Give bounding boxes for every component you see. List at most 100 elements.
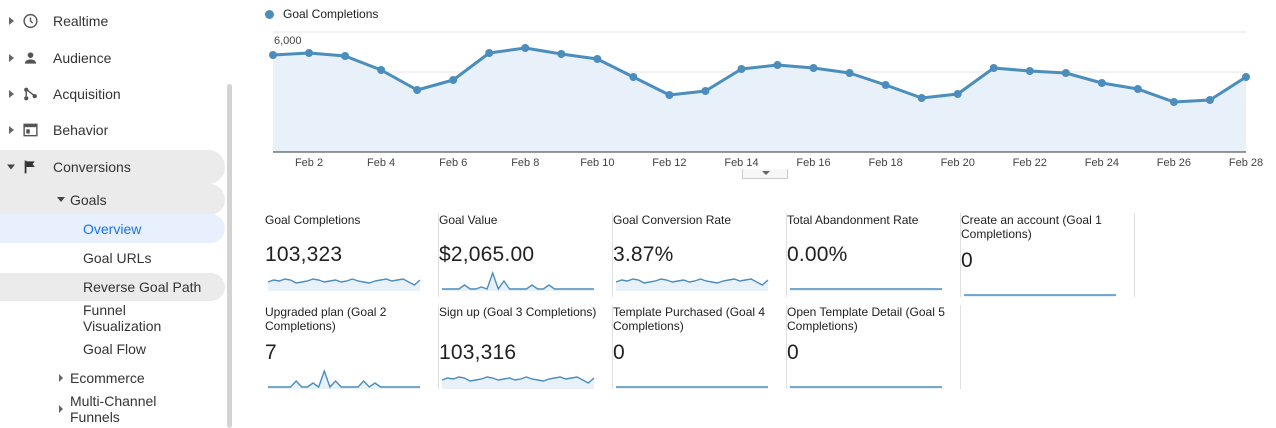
chevron-right-icon — [9, 90, 14, 98]
scorecard-title: Template Purchased (Goal 4 Completions) — [613, 305, 766, 333]
data-point — [737, 65, 746, 73]
person-icon — [24, 52, 37, 64]
scorecard-value: 103,323 — [265, 243, 343, 266]
scorecard-value: 0 — [787, 341, 799, 364]
sidebar-item-label: Behavior — [53, 122, 109, 138]
sidebar-item-overview[interactable]: Overview — [83, 221, 142, 237]
sparkline-area — [442, 377, 594, 389]
scorecard-title: Goal Completions — [265, 213, 361, 227]
scorecard[interactable]: Upgraded plan (Goal 2 Completions) 7 — [265, 305, 439, 389]
sparkline — [268, 368, 420, 389]
data-point — [1242, 73, 1250, 81]
chevron-down-icon — [57, 197, 65, 202]
goals-selected-bg — [0, 184, 225, 215]
data-point — [989, 64, 998, 72]
data-point — [557, 50, 566, 58]
data-point — [701, 87, 710, 95]
sparkline — [616, 386, 768, 389]
x-tick-label: Feb 10 — [580, 157, 614, 169]
data-point — [1205, 96, 1214, 104]
sidebar-item-goal-urls[interactable]: Goal URLs — [83, 250, 152, 266]
chart-collapse-toggle[interactable] — [742, 169, 788, 179]
sparkline-line — [615, 278, 769, 286]
sidebar-item-realtime[interactable]: Realtime — [0, 3, 225, 39]
series-line — [272, 46, 1247, 104]
scorecard-divider — [786, 305, 787, 389]
conversions-selected-bg — [0, 150, 225, 184]
x-tick-label: Feb 16 — [796, 157, 830, 169]
sidebar-item-behavior[interactable]: Behavior — [0, 112, 225, 148]
scorecard[interactable]: Goal Value $2,065.00 — [439, 213, 613, 297]
x-tick-label: Feb 12 — [652, 157, 686, 169]
sidebar-item-reverse-goal-path[interactable]: Reverse Goal Path — [83, 279, 202, 295]
scorecard-value: 103,316 — [439, 341, 517, 364]
scorecard[interactable]: Goal Conversion Rate 3.87% — [613, 213, 787, 297]
scorecard-divider — [786, 213, 787, 297]
x-tick-label: Feb 26 — [1157, 157, 1191, 169]
data-point — [1061, 69, 1070, 77]
x-tick-label: Feb 2 — [295, 157, 323, 169]
sidebar-item-acquisition[interactable]: Acquisition — [0, 76, 225, 112]
scorecard-value: 0.00% — [787, 243, 848, 266]
scorecard-title: Goal Value — [439, 213, 498, 227]
scorecard[interactable]: Sign up (Goal 3 Completions) 103,316 — [439, 305, 613, 389]
scorecard-title: Upgraded plan (Goal 2 Completions) — [265, 305, 387, 333]
goals-label: Goals — [70, 192, 107, 208]
legend-label: Goal Completions — [283, 7, 379, 21]
data-point — [593, 55, 602, 63]
x-tick-label: Feb 18 — [869, 157, 903, 169]
scorecard[interactable]: Goal Completions 103,323 — [265, 213, 439, 297]
sparkline-area — [616, 279, 768, 291]
sidebar-item-funnel-visualization[interactable]: Funnel Visualization — [83, 302, 162, 334]
scorecard[interactable]: Create an account (Goal 1 Completions) 0 — [961, 213, 1135, 297]
sidebar-item-audience[interactable]: Audience — [0, 40, 225, 76]
sparkline-area — [268, 279, 420, 291]
sidebar-item-goal-flow[interactable]: Goal Flow — [83, 341, 147, 357]
legend-dot — [265, 9, 274, 19]
chevron-right-icon — [9, 17, 14, 25]
chart-legend: Goal Completions — [265, 6, 378, 22]
data-point — [953, 90, 962, 98]
scorecard[interactable]: Open Template Detail (Goal 5 Completions… — [787, 305, 961, 389]
sparkline-line — [267, 278, 421, 286]
sidebar-item-label: Conversions — [53, 159, 131, 175]
sidebar-item-label: Audience — [53, 50, 112, 66]
scorecard-value: 0 — [613, 341, 625, 364]
data-point — [917, 94, 926, 102]
sparkline — [615, 278, 769, 291]
chevron-right-icon — [9, 126, 14, 134]
data-point — [629, 73, 638, 81]
acquisition-icon — [24, 87, 37, 101]
data-point — [269, 51, 277, 59]
scorecard[interactable]: Template Purchased (Goal 4 Completions) 0 — [613, 305, 787, 389]
sidebar-item-label: Realtime — [53, 13, 109, 29]
scorecard-value: 0 — [961, 249, 973, 272]
data-point — [773, 61, 782, 69]
sidebar-scrollbar[interactable] — [227, 84, 232, 428]
scorecard-divider — [438, 213, 439, 297]
scorecard-divider — [612, 305, 613, 389]
sparkline-line — [442, 270, 594, 291]
scorecard-divider — [1134, 213, 1135, 297]
sparkline-line — [268, 368, 420, 389]
sparkline — [964, 294, 1116, 297]
x-tick-label: Feb 24 — [1085, 157, 1119, 169]
flag-icon — [24, 160, 35, 174]
behavior-icon — [23, 123, 38, 137]
x-tick-label: Feb 14 — [724, 157, 758, 169]
scorecard[interactable]: Total Abandonment Rate 0.00% — [787, 213, 961, 297]
sparkline — [790, 386, 942, 389]
scorecard-value: 3.87% — [613, 243, 674, 266]
sidebar-item-conversions[interactable]: Conversions — [0, 149, 225, 185]
chevron-right-icon — [59, 405, 63, 413]
scorecard-divider — [612, 213, 613, 297]
data-point — [1133, 85, 1142, 93]
x-tick-label: Feb 6 — [439, 157, 467, 169]
chevron-down-icon — [7, 164, 15, 170]
data-point — [1169, 98, 1178, 106]
data-point — [305, 49, 314, 57]
overview-active-bg — [0, 214, 225, 243]
y-tick-label: 6,000 — [274, 35, 302, 47]
clock-icon — [23, 13, 38, 29]
